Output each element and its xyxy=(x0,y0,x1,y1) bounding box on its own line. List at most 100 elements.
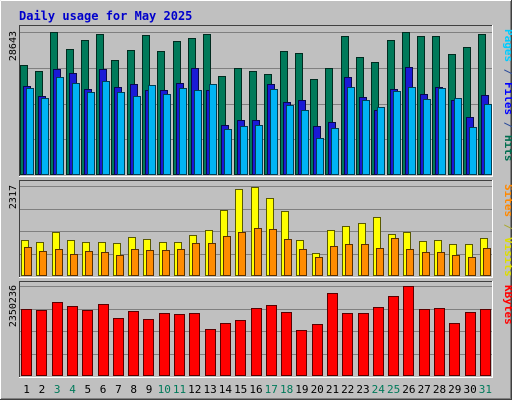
bar-pages-day-15 xyxy=(240,126,248,175)
bar-kbytes-day-1 xyxy=(21,309,32,376)
bar-sites-day-16 xyxy=(254,228,262,276)
bar-pages-day-24 xyxy=(377,107,385,175)
x-tick-label: 28 xyxy=(433,383,446,396)
bar-pages-day-3 xyxy=(56,77,64,175)
bar-sites-day-23 xyxy=(361,244,369,276)
bar-sites-day-22 xyxy=(345,244,353,276)
bar-pages-day-20 xyxy=(316,138,324,175)
bar-kbytes-day-10 xyxy=(159,313,170,376)
bar-pages-day-23 xyxy=(362,100,370,175)
bar-sites-day-17 xyxy=(269,229,277,276)
bar-pages-day-17 xyxy=(270,89,278,175)
panel-legend-label: Sites / Visits xyxy=(502,184,512,277)
bar-pages-day-13 xyxy=(209,84,217,175)
bar-kbytes-day-19 xyxy=(296,330,307,376)
bar-pages-day-21 xyxy=(331,128,339,175)
bar-kbytes-day-13 xyxy=(205,329,216,376)
x-tick-label: 30 xyxy=(463,383,476,396)
legend-entry: Files xyxy=(502,82,512,115)
bar-pages-day-8 xyxy=(133,96,141,175)
bar-pages-day-19 xyxy=(301,110,309,175)
bar-pages-day-30 xyxy=(469,127,477,175)
bar-kbytes-day-31 xyxy=(480,309,491,376)
bar-sites-day-31 xyxy=(483,248,491,276)
bar-sites-day-9 xyxy=(146,250,154,276)
x-tick-label: 14 xyxy=(219,383,233,396)
x-tick-label: 9 xyxy=(146,383,153,396)
bar-kbytes-day-21 xyxy=(327,293,338,376)
bar-pages-day-28 xyxy=(438,88,446,175)
x-tick-label: 26 xyxy=(402,383,415,396)
bar-pages-day-16 xyxy=(255,125,263,175)
bar-kbytes-day-3 xyxy=(52,302,63,376)
bar-pages-day-18 xyxy=(286,105,294,175)
bar-sites-day-30 xyxy=(468,257,476,276)
bar-sites-day-2 xyxy=(39,251,47,276)
bar-kbytes-day-8 xyxy=(128,311,139,376)
bar-kbytes-day-5 xyxy=(82,310,93,376)
bar-pages-day-22 xyxy=(347,87,355,175)
bar-kbytes-day-28 xyxy=(434,308,445,376)
bar-kbytes-day-26 xyxy=(403,286,414,376)
bar-kbytes-day-7 xyxy=(113,318,124,376)
bar-sites-day-8 xyxy=(131,249,139,276)
x-tick-label: 2 xyxy=(39,383,46,396)
bar-kbytes-day-4 xyxy=(67,306,78,376)
x-tick-label: 19 xyxy=(295,383,308,396)
bar-sites-day-7 xyxy=(116,255,124,276)
panel-legend-label: KBytes xyxy=(502,285,512,325)
bar-sites-day-3 xyxy=(55,249,63,276)
series-pages xyxy=(26,77,492,175)
panel-max-label: 2317 xyxy=(8,185,19,209)
bar-kbytes-day-29 xyxy=(449,323,460,376)
bar-pages-day-25 xyxy=(393,91,401,175)
bar-sites-day-25 xyxy=(391,238,399,276)
bar-sites-day-10 xyxy=(162,250,170,276)
x-tick-label: 7 xyxy=(115,383,122,396)
x-tick-label: 17 xyxy=(265,383,278,396)
bar-pages-day-9 xyxy=(148,85,156,175)
bar-pages-day-26 xyxy=(408,87,416,175)
x-tick-label: 4 xyxy=(69,383,76,396)
bar-sites-day-5 xyxy=(85,251,93,276)
bar-kbytes-day-30 xyxy=(465,312,476,376)
bar-kbytes-day-20 xyxy=(312,324,323,376)
bar-pages-day-31 xyxy=(484,104,492,175)
panel-visits-sites: 2317 Sites / Visits xyxy=(8,180,512,278)
x-tick-label: 11 xyxy=(173,383,186,396)
x-tick-label: 3 xyxy=(54,383,61,396)
x-tick-label: 27 xyxy=(418,383,431,396)
x-tick-label: 18 xyxy=(280,383,293,396)
bar-pages-day-1 xyxy=(26,88,34,175)
bar-pages-day-2 xyxy=(41,98,49,175)
x-tick-label: 20 xyxy=(311,383,324,396)
x-tick-label: 12 xyxy=(188,383,201,396)
panel-max-label: 28643 xyxy=(8,31,19,61)
x-tick-label: 24 xyxy=(372,383,386,396)
bar-kbytes-day-23 xyxy=(358,313,369,376)
bar-pages-day-5 xyxy=(87,92,95,175)
bar-pages-day-12 xyxy=(194,90,202,175)
bar-sites-day-11 xyxy=(177,249,185,276)
x-tick-label: 22 xyxy=(341,383,354,396)
panels-layer: 28643 Pages / Files / Hits 2317 Sites / Vis… xyxy=(8,25,512,378)
bar-pages-day-10 xyxy=(163,94,171,175)
x-tick-label: 8 xyxy=(130,383,137,396)
legend-entry: KBytes xyxy=(502,285,512,325)
bar-kbytes-day-2 xyxy=(36,310,47,376)
bar-sites-day-27 xyxy=(422,252,430,276)
legend-entry: / xyxy=(502,62,512,82)
bar-kbytes-day-27 xyxy=(419,309,430,376)
bar-kbytes-day-16 xyxy=(251,308,262,376)
bar-kbytes-day-22 xyxy=(342,313,353,376)
bar-sites-day-28 xyxy=(437,252,445,276)
bar-sites-day-4 xyxy=(70,254,78,276)
x-tick-label: 15 xyxy=(234,383,247,396)
x-tick-label: 25 xyxy=(387,383,400,396)
bar-kbytes-day-12 xyxy=(189,313,200,376)
x-tick-label: 21 xyxy=(326,383,339,396)
chart-title: Daily usage for May 2025 xyxy=(19,9,192,23)
bar-kbytes-day-17 xyxy=(266,305,277,376)
bar-sites-day-12 xyxy=(192,243,200,276)
